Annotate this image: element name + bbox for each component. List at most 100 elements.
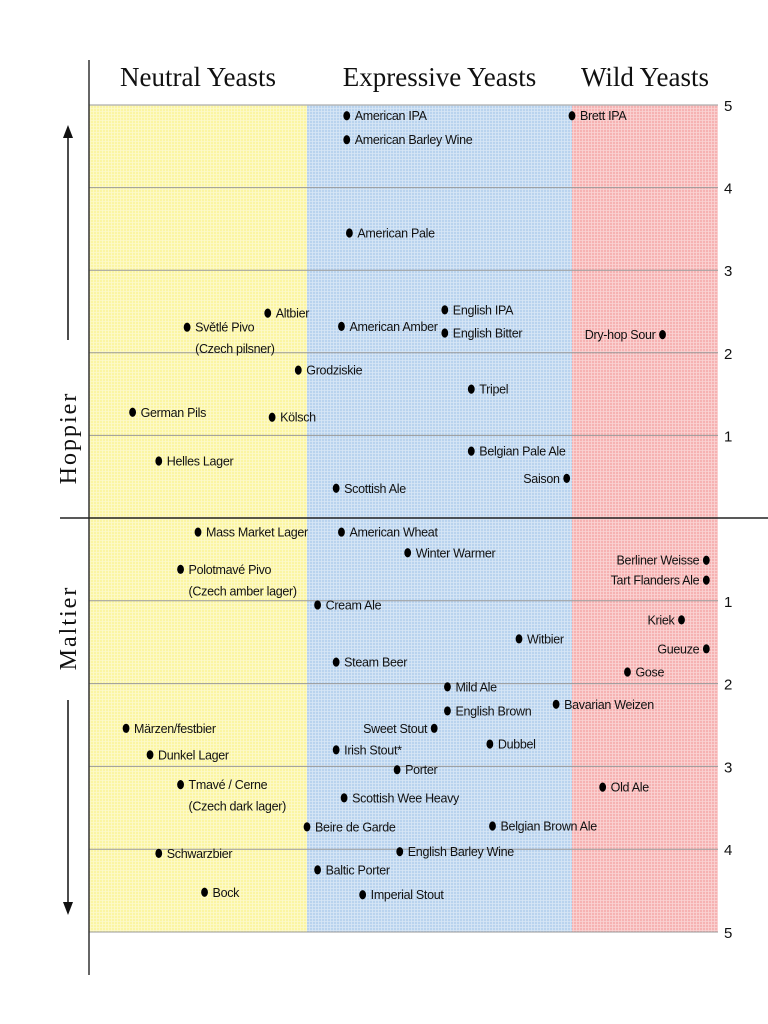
point-marker	[338, 527, 345, 537]
point-label: Scottish Wee Heavy	[352, 791, 460, 805]
data-point: English Bitter	[441, 326, 523, 340]
point-label: American Barley Wine	[355, 133, 473, 147]
point-marker	[314, 865, 321, 875]
data-point: Schwarzbier	[155, 847, 233, 861]
point-marker	[294, 365, 302, 375]
data-point: Belgian Brown Ale	[489, 820, 598, 834]
data-point: American IPA	[343, 109, 428, 123]
data-point: American Barley Wine	[343, 133, 473, 147]
point-marker	[489, 821, 496, 831]
point-label: Witbier	[527, 632, 564, 646]
point-marker	[441, 328, 449, 338]
data-point: Dry-hop Sour	[585, 328, 666, 342]
data-point: Beire de Garde	[303, 820, 396, 834]
data-point: Imperial Stout	[359, 888, 445, 902]
data-point: Steam Beer	[332, 656, 408, 670]
data-point: Polotmavé Pivo (Czech amber lager)	[177, 563, 297, 598]
tick-label: 5	[724, 925, 732, 942]
point-marker	[155, 848, 163, 858]
point-marker	[467, 446, 475, 456]
point-marker	[599, 782, 607, 792]
point-sublabel: (Czech pilsner)	[195, 342, 275, 356]
point-label: Winter Warmer	[416, 546, 496, 560]
hoppier-axis-label: Hoppier	[56, 392, 82, 485]
data-point: Brett IPA	[568, 109, 628, 123]
data-point: Porter	[393, 763, 438, 777]
point-label: Světlé Pivo	[195, 321, 255, 335]
tick-label: 5	[724, 98, 732, 115]
point-label: Grodziskie	[306, 364, 362, 378]
data-point: Irish Stout*	[332, 743, 402, 757]
point-label: Dry-hop Sour	[585, 328, 656, 342]
point-label: American Amber	[349, 320, 437, 334]
tick-label: 3	[724, 759, 732, 776]
point-label: Bavarian Weizen	[564, 698, 654, 712]
data-point: Winter Warmer	[404, 546, 496, 560]
data-point: Mild Ale	[444, 680, 497, 694]
point-label: Baltic Porter	[326, 863, 390, 877]
data-point: American Pale	[346, 227, 435, 241]
tick-label: 1	[724, 594, 732, 611]
data-point: Gueuze	[657, 642, 710, 656]
point-label: Belgian Brown Ale	[501, 820, 598, 834]
point-label: Saison	[523, 472, 560, 486]
point-label: American Wheat	[349, 526, 438, 540]
point-label: English Bitter	[453, 326, 523, 340]
data-point: Dunkel Lager	[146, 748, 229, 762]
data-point: Baltic Porter	[314, 863, 390, 877]
data-point: English IPA	[441, 303, 514, 317]
point-label: German Pils	[141, 406, 207, 420]
point-marker	[177, 780, 184, 790]
point-marker	[467, 384, 475, 394]
point-marker	[340, 793, 348, 803]
point-marker	[396, 847, 404, 857]
data-point: Saison	[523, 472, 571, 486]
point-marker	[177, 564, 184, 574]
column-header: Expressive Yeasts	[343, 62, 537, 92]
point-label: Scottish Ale	[344, 482, 406, 496]
data-point: Dubbel	[486, 738, 536, 752]
data-point: Cream Ale	[314, 598, 382, 612]
point-label: Old Ale	[611, 781, 650, 795]
point-marker	[122, 723, 130, 733]
point-label: Bock	[213, 886, 241, 900]
point-label: Belgian Pale Ale	[479, 445, 566, 459]
point-label: Gueuze	[657, 642, 699, 656]
tick-label: 4	[724, 842, 732, 859]
point-label: Cream Ale	[326, 598, 382, 612]
point-marker	[444, 706, 451, 716]
tick-label: 2	[724, 677, 732, 694]
point-marker	[359, 890, 367, 900]
data-point: Berliner Weisse	[617, 554, 710, 568]
point-marker	[183, 322, 191, 332]
point-label: Tmavé / Cerne	[189, 778, 268, 792]
point-label: Mass Market Lager	[206, 526, 308, 540]
data-point: Mass Market Lager	[194, 526, 308, 540]
point-label: Imperial Stout	[371, 888, 445, 902]
point-label: Tart Flanders Ale	[611, 574, 700, 588]
point-sublabel: (Czech dark lager)	[189, 800, 287, 814]
point-label: Porter	[405, 763, 437, 777]
point-label: Sweet Stout	[363, 722, 428, 736]
point-sublabel: (Czech amber lager)	[189, 584, 297, 598]
point-label: Irish Stout*	[344, 743, 402, 757]
column-header: Neutral Yeasts	[120, 62, 276, 92]
data-point: Bavarian Weizen	[552, 698, 655, 712]
point-marker	[314, 600, 321, 610]
data-point: Märzen/festbier	[122, 722, 216, 736]
data-point: Tripel	[467, 383, 509, 397]
arrow-head-down-icon	[63, 902, 73, 915]
point-label: Altbier	[276, 307, 309, 321]
point-marker	[393, 765, 401, 775]
data-point: American Amber	[338, 320, 438, 334]
point-marker	[659, 330, 666, 340]
point-marker	[702, 575, 710, 585]
data-point: Kölsch	[268, 411, 316, 425]
point-marker	[568, 111, 576, 121]
point-label: English Brown	[455, 704, 531, 718]
point-label: Schwarzbier	[167, 847, 233, 861]
point-marker	[303, 822, 311, 832]
point-label: Dunkel Lager	[158, 748, 229, 762]
point-marker	[430, 723, 438, 733]
point-label: Helles Lager	[167, 455, 234, 469]
